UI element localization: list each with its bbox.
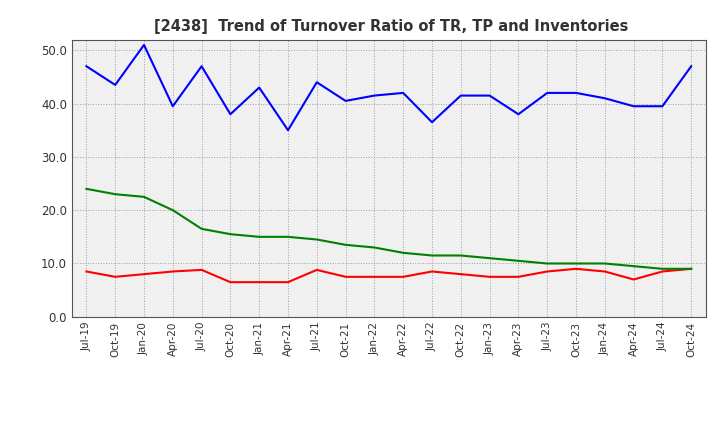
Inventories	[140, 194, 148, 199]
Inventories	[255, 234, 264, 239]
Inventories	[514, 258, 523, 264]
Trade Receivables	[111, 274, 120, 279]
Trade Payables	[572, 90, 580, 95]
Inventories	[428, 253, 436, 258]
Trade Receivables	[140, 271, 148, 277]
Inventories	[82, 186, 91, 191]
Inventories	[284, 234, 292, 239]
Inventories	[226, 231, 235, 237]
Trade Payables	[687, 64, 696, 69]
Trade Payables	[226, 112, 235, 117]
Trade Payables	[485, 93, 494, 98]
Inventories	[168, 208, 177, 213]
Line: Trade Receivables: Trade Receivables	[86, 269, 691, 282]
Trade Receivables	[600, 269, 609, 274]
Inventories	[543, 261, 552, 266]
Trade Payables	[111, 82, 120, 88]
Trade Receivables	[226, 279, 235, 285]
Trade Receivables	[687, 266, 696, 271]
Inventories	[687, 266, 696, 271]
Trade Receivables	[82, 269, 91, 274]
Trade Payables	[255, 85, 264, 90]
Trade Receivables	[284, 279, 292, 285]
Inventories	[600, 261, 609, 266]
Inventories	[197, 226, 206, 231]
Trade Receivables	[543, 269, 552, 274]
Trade Payables	[456, 93, 465, 98]
Trade Payables	[543, 90, 552, 95]
Trade Payables	[341, 98, 350, 103]
Trade Receivables	[485, 274, 494, 279]
Trade Payables	[284, 128, 292, 133]
Trade Receivables	[370, 274, 379, 279]
Inventories	[485, 256, 494, 261]
Trade Payables	[629, 103, 638, 109]
Trade Payables	[312, 80, 321, 85]
Trade Receivables	[312, 267, 321, 272]
Text: [2438]  Trend of Turnover Ratio of TR, TP and Inventories: [2438] Trend of Turnover Ratio of TR, TP…	[154, 19, 629, 34]
Inventories	[370, 245, 379, 250]
Inventories	[399, 250, 408, 256]
Inventories	[658, 266, 667, 271]
Trade Payables	[370, 93, 379, 98]
Trade Payables	[514, 112, 523, 117]
Trade Payables	[197, 64, 206, 69]
Trade Receivables	[658, 269, 667, 274]
Trade Receivables	[456, 271, 465, 277]
Line: Trade Payables: Trade Payables	[86, 45, 691, 130]
Trade Receivables	[341, 274, 350, 279]
Trade Payables	[140, 42, 148, 48]
Trade Payables	[168, 103, 177, 109]
Trade Payables	[600, 95, 609, 101]
Trade Receivables	[168, 269, 177, 274]
Trade Payables	[399, 90, 408, 95]
Line: Inventories: Inventories	[86, 189, 691, 269]
Trade Payables	[82, 64, 91, 69]
Trade Receivables	[629, 277, 638, 282]
Trade Receivables	[572, 266, 580, 271]
Trade Receivables	[428, 269, 436, 274]
Trade Receivables	[255, 279, 264, 285]
Inventories	[456, 253, 465, 258]
Inventories	[572, 261, 580, 266]
Trade Receivables	[197, 267, 206, 272]
Inventories	[111, 191, 120, 197]
Inventories	[629, 264, 638, 269]
Inventories	[312, 237, 321, 242]
Trade Receivables	[514, 274, 523, 279]
Inventories	[341, 242, 350, 247]
Trade Payables	[658, 103, 667, 109]
Trade Receivables	[399, 274, 408, 279]
Trade Payables	[428, 120, 436, 125]
